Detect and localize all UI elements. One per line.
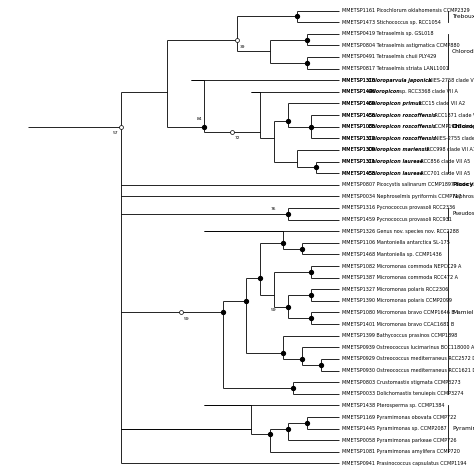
Text: Chloroparvula japonica: Chloroparvula japonica (368, 78, 431, 83)
Text: MMETSP1438 Pterosperma sp. CCMP1384: MMETSP1438 Pterosperma sp. CCMP1384 (341, 403, 444, 408)
Text: Chloropicon laureae: Chloropicon laureae (368, 171, 423, 176)
Text: MMETSP1161 Picochlorum oklahomensis CCMP2329: MMETSP1161 Picochlorum oklahomensis CCMP… (341, 8, 469, 13)
Text: MMETSP1312: MMETSP1312 (341, 136, 376, 141)
Text: MMETSP1469 Chloropicon primus RCC15 clade VII A2: MMETSP1469 Chloropicon primus RCC15 clad… (341, 101, 472, 106)
Text: 76: 76 (271, 207, 276, 210)
Text: MMETSP1311: MMETSP1311 (341, 159, 376, 164)
Text: MMETSP1468 Mantoniella sp. CCMP1436: MMETSP1468 Mantoniella sp. CCMP1436 (341, 252, 441, 257)
Text: MMETSP1085 Chloropicon roscoffensis CCMP1998 clade VII A4: MMETSP1085 Chloropicon roscoffensis CCMP… (341, 124, 474, 129)
Text: MMETSP1399 Bathycoccus prasinos CCMP1898: MMETSP1399 Bathycoccus prasinos CCMP1898 (341, 333, 457, 338)
Text: 72: 72 (235, 137, 240, 140)
Text: MMETSP1309: MMETSP1309 (341, 147, 376, 153)
Text: MMETSP1085: MMETSP1085 (341, 124, 376, 129)
Text: MMETSP1169 Pyramimonas obovata CCMP722: MMETSP1169 Pyramimonas obovata CCMP722 (341, 414, 456, 419)
Text: MMETSP0804 Tetraselmis astigmatica CCMP880: MMETSP0804 Tetraselmis astigmatica CCMP8… (341, 43, 459, 48)
Text: MMETSP1456: MMETSP1456 (341, 112, 376, 118)
Text: MMETSP1080 Micromonas bravo CCMP1646 B: MMETSP1080 Micromonas bravo CCMP1646 B (341, 310, 454, 315)
Text: RCC15 clade VII A2: RCC15 clade VII A2 (417, 101, 465, 106)
Text: MMETSP0807 Picocystis salinarum CCMP1897 clade VII C: MMETSP0807 Picocystis salinarum CCMP1897… (341, 182, 474, 187)
Text: MMETSP1469: MMETSP1469 (341, 101, 376, 106)
Text: MMETSP0817 Tetraselmis striata LANL1001: MMETSP0817 Tetraselmis striata LANL1001 (341, 66, 448, 71)
Text: 59: 59 (271, 308, 276, 312)
Text: NIES-2758 clade VII B: NIES-2758 clade VII B (428, 78, 474, 83)
Text: MMETSP0034 Nephroselmis pyriformis CCMP717: MMETSP0034 Nephroselmis pyriformis CCMP7… (341, 194, 461, 199)
Text: 57: 57 (113, 131, 118, 135)
Text: MMETSP0803 Crustomastix stigmata CCMP3273: MMETSP0803 Crustomastix stigmata CCMP327… (341, 380, 460, 385)
Text: RCC998 clade VII A1: RCC998 clade VII A1 (425, 147, 474, 153)
Text: sp. RCC3368 clade VII A: sp. RCC3368 clade VII A (398, 89, 457, 94)
Text: MMETSP0939 Ostreococcus lucimarinus BCC118000 A: MMETSP0939 Ostreococcus lucimarinus BCC1… (341, 345, 474, 350)
Text: Chloropicon roscoffensis: Chloropicon roscoffensis (368, 136, 436, 141)
Text: MMETSP1445 Pyramimonas sp. CCMP2087: MMETSP1445 Pyramimonas sp. CCMP2087 (341, 426, 446, 431)
Text: MMETSP1459 Pycnococcus provasoli RCC931: MMETSP1459 Pycnococcus provasoli RCC931 (341, 217, 451, 222)
Text: MMETSP0930 Ostreococcus mediterraneus RCC1621 D: MMETSP0930 Ostreococcus mediterraneus RC… (341, 368, 474, 373)
Text: MMETSP1446: MMETSP1446 (341, 89, 376, 94)
Text: Chloropicon: Chloropicon (368, 89, 401, 94)
Text: MMETSP1082 Micromonas commoda NEPCC29 A: MMETSP1082 Micromonas commoda NEPCC29 A (341, 264, 461, 269)
Text: MMETSP1309: MMETSP1309 (341, 147, 376, 153)
Text: MMETSP0491 Tetraselmis chuii PLY429: MMETSP0491 Tetraselmis chuii PLY429 (341, 55, 436, 60)
Text: Chlorodendrophyceae: Chlorodendrophyceae (452, 49, 474, 54)
Text: Chloropicon laureae: Chloropicon laureae (368, 159, 423, 164)
Text: MMETSP1310: MMETSP1310 (341, 78, 376, 83)
Text: Chloropicon roscoffensis: Chloropicon roscoffensis (368, 124, 436, 129)
Text: Pseudoscourfeldiales: Pseudoscourfeldiales (452, 211, 474, 216)
Text: MMETSP1081 Pyramimonas amylifera CCMP720: MMETSP1081 Pyramimonas amylifera CCMP720 (341, 449, 459, 455)
Text: MMETSP1310: MMETSP1310 (341, 78, 376, 83)
Text: MMETSP1316 Pycnococcus provasoli RCC2336: MMETSP1316 Pycnococcus provasoli RCC2336 (341, 205, 455, 210)
Text: RCC856 clade VII A5: RCC856 clade VII A5 (419, 159, 471, 164)
Text: MMETSP0033 Dolichomastix tenuiepis CCMP3274: MMETSP0033 Dolichomastix tenuiepis CCMP3… (341, 391, 463, 396)
Text: RCC1871 clade VII A4: RCC1871 clade VII A4 (433, 112, 474, 118)
Text: MMETSP1456 Chloropicon roscoffensis RCC1871 clade VII A4: MMETSP1456 Chloropicon roscoffensis RCC1… (341, 112, 474, 118)
Text: MMETSP0929 Ostreococcus mediterraneus RCC2572 D: MMETSP0929 Ostreococcus mediterraneus RC… (341, 356, 474, 362)
Text: MMETSP1453: MMETSP1453 (341, 171, 376, 176)
Text: MMETSP1326 Genus nov. species nov. RCC2288: MMETSP1326 Genus nov. species nov. RCC22… (341, 228, 458, 234)
Text: MMETSP1312: MMETSP1312 (341, 136, 376, 141)
Text: MMETSP1469: MMETSP1469 (341, 101, 376, 106)
Text: Chloropicon primus: Chloropicon primus (368, 101, 421, 106)
Text: MMETSP0941 Prasinococcus capsulatus CCMP1194: MMETSP0941 Prasinococcus capsulatus CCMP… (341, 461, 466, 466)
Text: 39: 39 (239, 45, 245, 49)
Text: Pyramimonadales: Pyramimonadales (452, 426, 474, 431)
Text: MMETSP1387 Micromonas commoda RCC472 A: MMETSP1387 Micromonas commoda RCC472 A (341, 275, 457, 280)
Text: MMETSP1311: MMETSP1311 (341, 159, 376, 164)
Text: MMETSP1327 Micromonas polaris RCC2306: MMETSP1327 Micromonas polaris RCC2306 (341, 287, 448, 292)
Text: MMETSP1312 Chloropicon roscoffensis NIES-2755 clade VII A4: MMETSP1312 Chloropicon roscoffensis NIES… (341, 136, 474, 141)
Text: Nephroselmidophyceae: Nephroselmidophyceae (452, 194, 474, 199)
Text: 84: 84 (197, 117, 202, 120)
Text: MMETSP1446: MMETSP1446 (341, 89, 376, 94)
Text: Chloropicon roscoffensis: Chloropicon roscoffensis (368, 112, 436, 118)
Text: 59: 59 (183, 317, 189, 321)
Text: MMETSP1310 Chloroparvula japonica NIES-2758 clade VII B: MMETSP1310 Chloroparvula japonica NIES-2… (341, 78, 474, 83)
Text: MMETSP1453 Chloropicon laureae RCC701 clade VII A5: MMETSP1453 Chloropicon laureae RCC701 cl… (341, 171, 474, 176)
Text: MMETSP1106 Mantoniella antarctica SL-175: MMETSP1106 Mantoniella antarctica SL-175 (341, 240, 449, 246)
Text: MMETSP1473 Stichococcus sp. RCC1054: MMETSP1473 Stichococcus sp. RCC1054 (341, 19, 440, 25)
Text: MMETSP1453: MMETSP1453 (341, 171, 376, 176)
Text: MMETSP1311 Chloropicon laureae RCC856 clade VII A5: MMETSP1311 Chloropicon laureae RCC856 cl… (341, 159, 474, 164)
Text: MMETSP1309 Chloropicon mariensis RCC998 clade VII A1: MMETSP1309 Chloropicon mariensis RCC998 … (341, 147, 474, 153)
Text: MMETSP1390 Micromonas polaris CCMP2099: MMETSP1390 Micromonas polaris CCMP2099 (341, 298, 451, 303)
Text: Chloropicophyceae: Chloropicophyceae (452, 124, 474, 129)
Text: MMETSP1401 Micromonas bravo CCAC1681 B: MMETSP1401 Micromonas bravo CCAC1681 B (341, 321, 454, 327)
Text: Picocystophyceae: Picocystophyceae (452, 182, 474, 187)
Text: Chloropicon mariensis: Chloropicon mariensis (368, 147, 429, 153)
Text: RCC701 clade VII A5: RCC701 clade VII A5 (419, 171, 471, 176)
Text: MMETSP0058 Pyramimonas parkeae CCMP726: MMETSP0058 Pyramimonas parkeae CCMP726 (341, 438, 456, 443)
Text: Trebouxiophyceae: Trebouxiophyceae (452, 14, 474, 19)
Text: MMETSP1446 Chloropicon sp. RCC3368 clade VII A: MMETSP1446 Chloropicon sp. RCC3368 clade… (341, 89, 465, 94)
Text: MMETSP0419 Tetraselmis sp. GSL018: MMETSP0419 Tetraselmis sp. GSL018 (341, 31, 433, 36)
Text: MMETSP1085: MMETSP1085 (341, 124, 376, 129)
Text: Mamiellophyceae: Mamiellophyceae (452, 310, 474, 315)
Text: MMETSP1456: MMETSP1456 (341, 112, 376, 118)
Text: CCMP1998 clade VII A4: CCMP1998 clade VII A4 (433, 124, 474, 129)
Text: NIES-2755 clade VII A4: NIES-2755 clade VII A4 (433, 136, 474, 141)
